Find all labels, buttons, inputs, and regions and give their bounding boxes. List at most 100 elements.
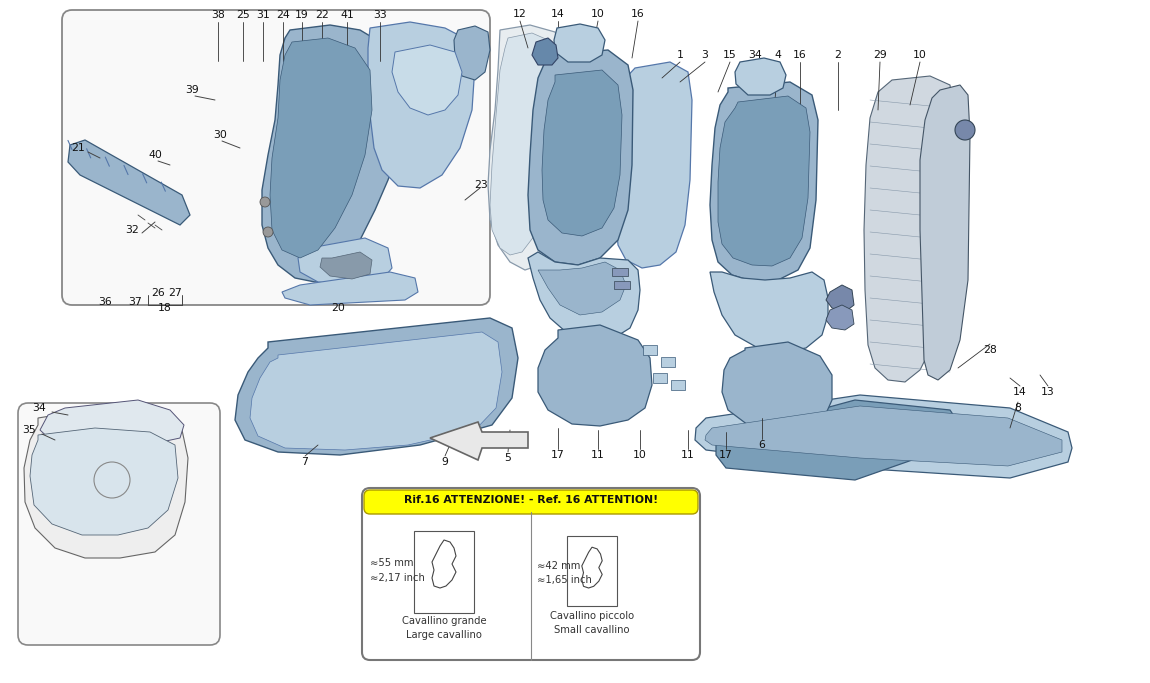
Text: 23: 23 — [474, 180, 488, 190]
Text: 36: 36 — [98, 297, 112, 307]
Polygon shape — [30, 428, 178, 535]
Text: 18: 18 — [159, 303, 171, 313]
Polygon shape — [68, 140, 190, 225]
Polygon shape — [643, 345, 657, 355]
Text: 39: 39 — [185, 85, 199, 95]
FancyBboxPatch shape — [362, 488, 700, 660]
Polygon shape — [826, 305, 854, 330]
Text: 8: 8 — [1014, 403, 1021, 413]
Polygon shape — [718, 96, 810, 266]
Text: 19: 19 — [296, 10, 309, 20]
Polygon shape — [615, 62, 692, 268]
Circle shape — [954, 120, 975, 140]
Polygon shape — [250, 332, 503, 450]
FancyBboxPatch shape — [365, 490, 698, 514]
Polygon shape — [282, 272, 417, 305]
Text: 4: 4 — [775, 50, 782, 60]
Polygon shape — [826, 285, 854, 312]
Polygon shape — [488, 25, 568, 270]
Text: 29: 29 — [873, 50, 887, 60]
Text: 2: 2 — [835, 50, 842, 60]
Polygon shape — [695, 395, 1072, 478]
Text: 37: 37 — [128, 297, 141, 307]
Text: 34: 34 — [749, 50, 761, 60]
Bar — [567, 536, 618, 606]
Polygon shape — [653, 373, 667, 383]
Polygon shape — [528, 252, 641, 340]
Text: 14: 14 — [551, 9, 565, 19]
Polygon shape — [532, 38, 558, 65]
Polygon shape — [612, 268, 628, 276]
Text: 25: 25 — [236, 10, 250, 20]
Text: ≈2,17 inch: ≈2,17 inch — [370, 573, 424, 583]
Text: 11: 11 — [681, 450, 695, 460]
Text: 24: 24 — [276, 10, 290, 20]
Text: 21: 21 — [71, 143, 85, 153]
Text: 7: 7 — [301, 457, 308, 467]
Polygon shape — [40, 400, 184, 448]
Polygon shape — [554, 24, 605, 62]
Text: 33: 33 — [373, 10, 386, 20]
Polygon shape — [538, 262, 626, 315]
Text: Small cavallino: Small cavallino — [554, 625, 630, 635]
Text: 16: 16 — [793, 50, 807, 60]
Polygon shape — [320, 252, 371, 279]
Text: 10: 10 — [632, 450, 647, 460]
Text: Cavallino grande: Cavallino grande — [401, 616, 486, 626]
Text: 20: 20 — [331, 303, 345, 313]
Polygon shape — [920, 85, 969, 380]
Polygon shape — [705, 406, 1061, 466]
Text: 13: 13 — [1041, 387, 1055, 397]
Polygon shape — [722, 342, 831, 430]
Polygon shape — [710, 82, 818, 282]
Polygon shape — [490, 33, 555, 255]
Polygon shape — [864, 76, 954, 382]
Text: 22: 22 — [315, 10, 329, 20]
Text: 3: 3 — [702, 50, 708, 60]
Polygon shape — [716, 400, 960, 480]
Text: ≈1,65 inch: ≈1,65 inch — [537, 575, 592, 585]
Polygon shape — [670, 380, 685, 390]
Polygon shape — [614, 281, 630, 289]
Text: 5: 5 — [505, 453, 512, 463]
Text: 32: 32 — [125, 225, 139, 235]
Polygon shape — [270, 38, 371, 258]
Text: 30: 30 — [213, 130, 227, 140]
Text: 38: 38 — [212, 10, 225, 20]
Polygon shape — [392, 45, 462, 115]
Polygon shape — [661, 357, 675, 367]
Text: 6: 6 — [759, 440, 766, 450]
Text: 11: 11 — [591, 450, 605, 460]
Text: 40: 40 — [148, 150, 162, 160]
Text: 15: 15 — [723, 50, 737, 60]
Text: 12: 12 — [513, 9, 527, 19]
Circle shape — [260, 197, 270, 207]
Text: 35: 35 — [22, 425, 36, 435]
Text: 26: 26 — [151, 288, 164, 298]
Text: 31: 31 — [256, 10, 270, 20]
Text: 28: 28 — [983, 345, 997, 355]
Polygon shape — [368, 22, 475, 188]
Text: Rif.16 ATTENZIONE! - Ref. 16 ATTENTION!: Rif.16 ATTENZIONE! - Ref. 16 ATTENTION! — [404, 495, 658, 505]
Polygon shape — [24, 408, 187, 558]
Bar — [414, 531, 474, 613]
Text: Cavallino piccolo: Cavallino piccolo — [550, 611, 634, 621]
Text: 9: 9 — [442, 457, 448, 467]
Text: 27: 27 — [168, 288, 182, 298]
Polygon shape — [542, 70, 622, 236]
Text: ≈55 mm: ≈55 mm — [370, 558, 414, 568]
Text: 34: 34 — [32, 403, 46, 413]
FancyBboxPatch shape — [62, 10, 490, 305]
Text: 1: 1 — [676, 50, 683, 60]
Text: ≈42 mm: ≈42 mm — [537, 561, 581, 571]
Text: 10: 10 — [591, 9, 605, 19]
FancyBboxPatch shape — [18, 403, 220, 645]
Text: 41: 41 — [340, 10, 354, 20]
Text: 17: 17 — [719, 450, 733, 460]
Polygon shape — [528, 50, 632, 265]
Text: 16: 16 — [631, 9, 645, 19]
Polygon shape — [430, 422, 528, 460]
Polygon shape — [538, 325, 652, 426]
Text: 10: 10 — [913, 50, 927, 60]
Polygon shape — [262, 25, 405, 282]
